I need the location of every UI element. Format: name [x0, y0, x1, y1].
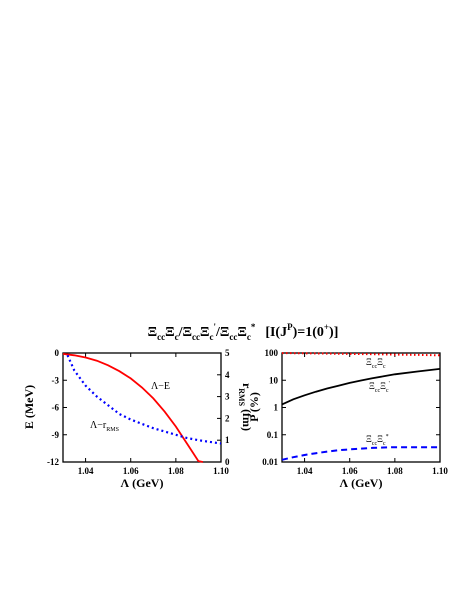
xicc-xicprime-line [281, 368, 441, 406]
right-y-axis-title: rRMS (fm) [237, 383, 254, 431]
p-y-tick-label: 1 [274, 403, 279, 413]
title-part: / [178, 325, 184, 340]
right-y-tick-label: 3 [225, 392, 230, 402]
series-label-part: Ξ [369, 381, 375, 391]
title-part: )] [329, 325, 338, 340]
xicc-xic-label: ΞccΞc [366, 357, 386, 370]
series-label-part: Ξ [380, 381, 386, 391]
left-x-tick-label: 1.08 [168, 466, 184, 476]
title-part: cc [157, 332, 165, 342]
lambda-e-label: Λ−E [151, 381, 170, 392]
right-y-tick-label: 2 [225, 413, 230, 423]
xicc-xicstar-line [281, 446, 440, 461]
figure-title: ΞccΞc/ΞccΞc'/ΞccΞc* [I(JP)=1(0+)] [148, 322, 339, 342]
title-part: Ξ [148, 325, 157, 340]
left-x-tick-label: 1.06 [123, 466, 139, 476]
title-part: ' [213, 322, 216, 332]
title-part: Ξ [182, 325, 191, 340]
right-plot-ticks: 1.04 1.06 1.08 1.10 100 10 1 0.1 0.01 [262, 348, 448, 476]
right-plot-series [281, 352, 441, 461]
p-y-tick-label: 10 [269, 375, 279, 385]
left-x-axis-title: Λ (GeV) [121, 476, 164, 490]
right-y-tick-label: 1 [225, 435, 230, 445]
probability-panel: 1.04 1.06 1.08 1.10 100 10 1 0.1 0.01 Λ (GeV) P … [247, 348, 448, 490]
p-y-tick-label: 100 [265, 348, 279, 358]
title-part: c [209, 332, 213, 342]
title-part: P [287, 322, 293, 332]
title-part: Ξ [165, 325, 174, 340]
right-y-tick-label: 0 [225, 457, 230, 467]
lambda-rrms-line [66, 354, 222, 445]
xicc-xicstar-label: ΞccΞc* [366, 434, 389, 447]
left-x-tick-label: 1.10 [213, 466, 229, 476]
series-label-part: cc [372, 364, 378, 370]
right-y-axis-title-p: P (%) [247, 392, 261, 422]
series-label-part: c [386, 388, 389, 394]
series-label-part: cc [375, 388, 381, 394]
left-y-tick-label: -12 [47, 457, 59, 467]
y2-title-sub: RMS [237, 388, 246, 406]
right-x-axis-title: Λ (GeV) [340, 476, 383, 490]
series-label-part: c [383, 364, 386, 370]
lambda-rrms-label-main: Λ−r [90, 420, 107, 431]
y2-title-part: (fm) [240, 406, 254, 431]
title-part: Ξ [237, 325, 246, 340]
left-x-tick-label: 1.04 [78, 466, 94, 476]
left-y-axis-title: E (MeV) [22, 385, 36, 429]
p-x-tick-label: 1.10 [432, 466, 448, 476]
title-part: )=1(0 [293, 325, 324, 340]
p-x-tick-label: 1.08 [387, 466, 403, 476]
left-y-tick-label: -9 [52, 430, 60, 440]
title-part: + [324, 322, 329, 332]
series-label-part: cc [372, 441, 378, 447]
title-part: Ξ [200, 325, 209, 340]
right-y-tick-label: 4 [225, 370, 230, 380]
title-part: cc [229, 332, 237, 342]
series-label-part: ' [389, 381, 390, 387]
title-part: / [215, 325, 221, 340]
series-label-part: * [386, 434, 389, 440]
p-x-tick-label: 1.04 [297, 466, 313, 476]
p-y-tick-label: 0.01 [262, 457, 278, 467]
left-y-tick-label: -3 [52, 375, 60, 385]
left-plot-frame [62, 352, 222, 463]
left-plot-series [62, 353, 222, 463]
series-label-part: Ξ [377, 357, 383, 367]
right-plot-frame [281, 352, 441, 463]
y2-title-part: r [240, 383, 254, 389]
series-label-part: Ξ [377, 434, 383, 444]
right-y-tick-label: 5 [225, 348, 230, 358]
series-label-part: Ξ [366, 434, 372, 444]
title-part: * [251, 322, 256, 332]
p-x-tick-label: 1.06 [342, 466, 358, 476]
left-y-tick-label: -6 [52, 403, 60, 413]
title-part: cc [192, 332, 200, 342]
left-y-tick-label: 0 [55, 348, 60, 358]
title-part: c [175, 332, 179, 342]
series-label-part: c [383, 441, 386, 447]
xicc-xicprime-label: ΞccΞc' [369, 381, 390, 394]
title-part: c [247, 332, 251, 342]
p-y-tick-label: 0.1 [267, 430, 279, 440]
lambda-e-line [62, 353, 204, 463]
lambda-rrms-label-sub: RMS [106, 427, 119, 433]
series-label-part: Ξ [366, 357, 372, 367]
lambda-rrms-label: Λ−rRMS [90, 420, 119, 433]
title-part: [I(J [265, 325, 287, 340]
title-part: Ξ [220, 325, 229, 340]
